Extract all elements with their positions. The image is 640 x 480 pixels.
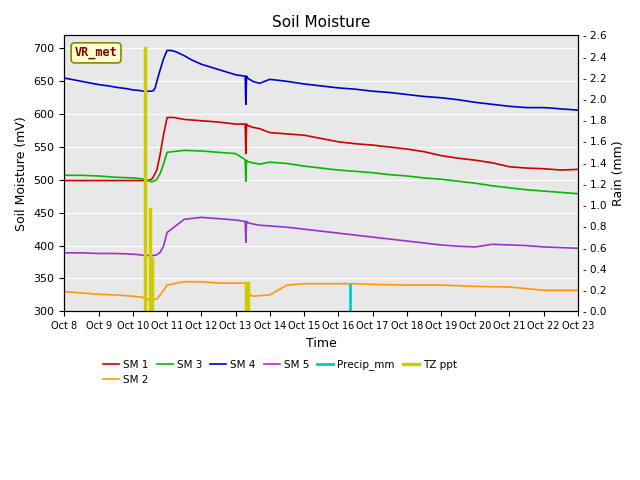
Title: Soil Moisture: Soil Moisture: [272, 15, 371, 30]
Y-axis label: Soil Moisture (mV): Soil Moisture (mV): [15, 116, 28, 231]
Legend: SM 1, SM 2, SM 3, SM 4, SM 5, Precip_mm, TZ ppt: SM 1, SM 2, SM 3, SM 4, SM 5, Precip_mm,…: [99, 355, 461, 389]
Text: VR_met: VR_met: [75, 47, 117, 60]
X-axis label: Time: Time: [306, 336, 337, 349]
Y-axis label: Rain (mm): Rain (mm): [612, 141, 625, 206]
